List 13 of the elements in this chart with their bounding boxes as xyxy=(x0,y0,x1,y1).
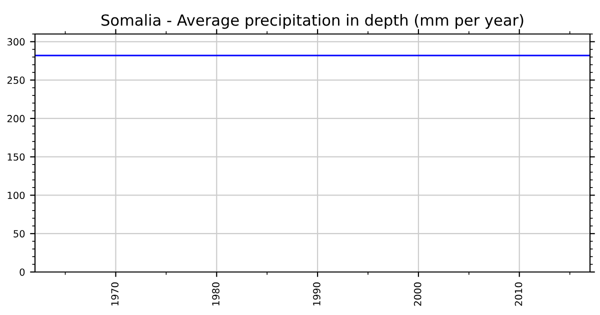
x-tick-label: 2010 xyxy=(514,282,522,306)
y-tick-label: 150 xyxy=(8,153,25,161)
y-tick-label: 200 xyxy=(7,114,25,122)
y-tick-label: 100 xyxy=(8,192,25,200)
y-tick-label: 0 xyxy=(20,268,25,276)
y-tick-label: 300 xyxy=(7,38,25,46)
x-tick-label: 2000 xyxy=(414,282,422,306)
x-tick-label: 1970 xyxy=(111,282,119,306)
chart-title: Somalia - Average precipitation in depth (mm per year) xyxy=(101,14,524,29)
x-tick-label: 1990 xyxy=(313,282,320,306)
y-tick-label: 250 xyxy=(7,76,25,84)
x-tick-label: 1980 xyxy=(212,282,220,306)
y-tick-label: 50 xyxy=(14,230,25,238)
